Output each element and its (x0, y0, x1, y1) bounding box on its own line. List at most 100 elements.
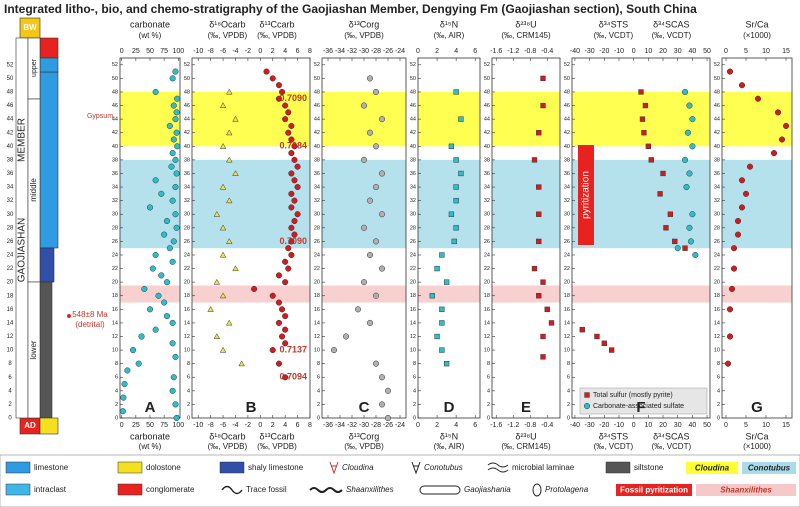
panel-letter: G (751, 399, 763, 416)
height-tick-label: 12 (7, 334, 14, 340)
data-point (448, 211, 455, 217)
axis-units: (‰, VPDB) (344, 31, 384, 40)
legend-label: Conotubus (424, 463, 463, 472)
x-tick-label: -10 (193, 48, 203, 55)
data-point (378, 374, 386, 381)
x-tick-label: 4 (283, 422, 287, 429)
data-point (782, 122, 790, 129)
x-tick-label: -30 (585, 48, 595, 55)
gypsum-label: Gypsum (87, 113, 113, 120)
height-tick-label: 42 (484, 130, 490, 136)
data-point (682, 245, 688, 251)
height-tick-label: 44 (184, 117, 190, 123)
x-tick-label: 75 (160, 48, 168, 55)
x-tick-label: -1.2 (507, 422, 519, 429)
data-point (366, 129, 374, 136)
x-tick-label: -28 (371, 422, 381, 429)
highlight-band (418, 285, 480, 303)
x-tick-label: 0 (416, 422, 420, 429)
height-tick-label: 6 (187, 375, 190, 381)
data-point (226, 238, 233, 244)
data-point (738, 204, 746, 211)
height-tick-label: 28 (112, 225, 118, 231)
data-point (170, 238, 177, 245)
x-tick-label: 100 (172, 422, 184, 429)
legend-box-label: Fossil pyritization (620, 486, 688, 495)
height-tick-label: 38 (314, 157, 320, 163)
x-tick-label: 40 (688, 422, 696, 429)
height-tick-label: 30 (7, 212, 14, 218)
height-tick-label: 18 (7, 293, 14, 299)
height-tick-label: 12 (564, 334, 570, 340)
axis-label: δ²³⁸U (515, 19, 536, 29)
x-tick-label: 40 (688, 48, 696, 55)
height-tick-label: 0 (487, 415, 490, 421)
height-tick-label: 50 (112, 76, 118, 82)
legend-label: microbial laminae (512, 463, 575, 472)
highlight-band (418, 91, 480, 147)
data-point (734, 217, 742, 225)
height-tick-label: 22 (714, 266, 720, 272)
height-tick-label: 48 (314, 89, 320, 95)
data-point (342, 333, 350, 340)
data-point (689, 116, 696, 123)
conglomerate-bed (39, 37, 59, 59)
data-point (608, 347, 615, 353)
height-tick-label: 46 (184, 103, 190, 109)
legend-marker (583, 402, 591, 410)
x-tick-label: 4 (454, 48, 458, 55)
height-tick-label: 26 (410, 239, 416, 245)
height-tick-label: 32 (410, 198, 416, 204)
axis-label: δ¹⁵N (440, 431, 458, 441)
height-tick-label: 8 (413, 361, 416, 367)
data-point (279, 306, 286, 313)
x-tick-label: -28 (371, 48, 381, 55)
data-point (366, 197, 374, 204)
height-tick-label: 20 (112, 280, 118, 286)
highlight-band (322, 285, 406, 303)
height-tick-label: 38 (184, 157, 190, 163)
height-tick-label: 4 (567, 388, 570, 394)
x-tick-label: 0 (632, 422, 636, 429)
height-tick-label: 12 (184, 334, 190, 340)
data-point (163, 217, 171, 225)
x-tick-label: -8 (208, 422, 214, 429)
age-label: 548±8 Ma (72, 310, 108, 319)
legend-box-label: Cloudina (695, 464, 730, 473)
data-point (638, 89, 644, 95)
data-point (172, 353, 179, 360)
legend-box (696, 484, 796, 496)
height-tick-label: 38 (112, 157, 118, 163)
height-tick-label: 36 (410, 171, 416, 177)
x-tick-label: 2 (435, 48, 439, 55)
height-tick-label: 46 (564, 103, 570, 109)
data-point (275, 299, 282, 306)
x-tick-label: -10 (614, 422, 624, 429)
highlight-band (492, 159, 560, 249)
data-point (443, 361, 450, 367)
height-tick-label: 40 (410, 144, 416, 150)
x-tick-label: 30 (674, 48, 682, 55)
data-point (291, 143, 298, 150)
data-point (170, 374, 177, 381)
height-tick-label: 8 (187, 361, 190, 367)
x-tick-label: -4 (232, 422, 238, 429)
x-tick-label: 50 (703, 48, 711, 55)
data-point (372, 360, 380, 367)
icon (411, 461, 421, 475)
data-point (168, 163, 175, 170)
data-point (282, 374, 289, 381)
height-tick-label: 10 (714, 348, 720, 354)
data-point (213, 333, 221, 339)
height-tick-label: 38 (714, 157, 720, 163)
data-point (213, 210, 221, 217)
data-point (155, 292, 162, 299)
data-point (161, 299, 168, 306)
height-tick-label: 0 (567, 415, 570, 421)
x-tick-label: 100 (172, 48, 184, 55)
legend-box-label: Conotubus (748, 464, 791, 473)
data-point (238, 360, 245, 367)
height-tick-label: 16 (184, 307, 190, 313)
data-point (174, 143, 181, 150)
height-tick-label: 26 (314, 239, 320, 245)
